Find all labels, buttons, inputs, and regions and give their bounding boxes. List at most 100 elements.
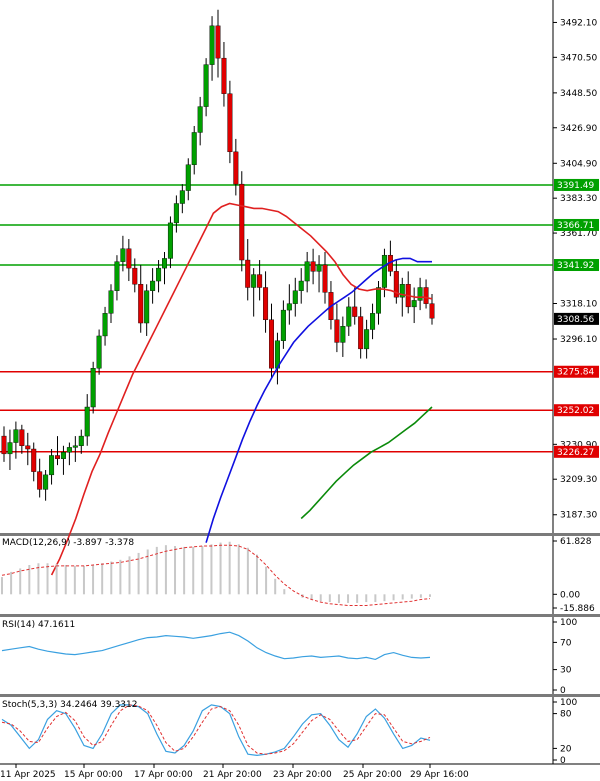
- time-tick-label: 21 Apr 20:00: [203, 770, 262, 780]
- time-tick-label: 25 Apr 20:00: [343, 770, 402, 780]
- price-tick-label: 3209.30: [560, 475, 597, 485]
- candle-body: [257, 274, 263, 288]
- ma-fast-line: [50, 202, 433, 576]
- stoch-tick-label: 20: [560, 744, 572, 754]
- candle-body: [322, 264, 328, 293]
- level-label-box: [554, 365, 599, 378]
- time-tick-label: 11 Apr 2025: [0, 770, 56, 780]
- candle-body: [429, 303, 435, 319]
- candle-body: [227, 93, 233, 153]
- candle-body: [376, 287, 382, 314]
- price-tick-label: 3492.10: [560, 18, 597, 28]
- level-label-box: [554, 259, 599, 272]
- candle-body: [150, 280, 156, 291]
- candle-body: [209, 25, 215, 65]
- stoch-panel[interactable]: 100 80 20 0: [1, 698, 577, 766]
- candle-body: [423, 287, 429, 304]
- candle-body: [90, 368, 96, 408]
- stoch-tick-label: 80: [560, 710, 572, 720]
- rsi-panel[interactable]: 100 70 30 0: [1, 618, 577, 696]
- candle-body: [251, 274, 257, 288]
- rsi-tick-label: 100: [560, 618, 577, 628]
- stoch-k-line: [1, 704, 431, 757]
- candle-body: [120, 248, 126, 262]
- chart-frames: [0, 0, 600, 765]
- candle-body: [203, 64, 209, 107]
- stoch-d-line: [1, 704, 431, 755]
- candle-body: [66, 447, 72, 453]
- candle-body: [269, 319, 275, 369]
- rsi-tick-label: 70: [560, 638, 572, 648]
- candle-body: [381, 254, 387, 288]
- level-label-box: [554, 404, 599, 417]
- level-label-box: [554, 445, 599, 458]
- candle-body: [102, 313, 108, 337]
- stoch-tick-label: 0: [560, 756, 566, 766]
- candle-body: [298, 280, 304, 291]
- candle-body: [13, 429, 19, 443]
- candle-body: [1, 435, 7, 455]
- price-tick-label: 3404.90: [560, 159, 597, 169]
- candle-body: [49, 455, 55, 476]
- candle-body: [352, 306, 358, 317]
- candle-body: [179, 190, 185, 204]
- candle-body: [233, 151, 239, 185]
- ma-slow-line: [300, 406, 433, 520]
- rsi-title: RSI(14) 47.1611: [2, 620, 75, 630]
- time-tick-label: 29 Apr 16:00: [410, 770, 469, 780]
- candle-body: [37, 471, 43, 490]
- stoch-title: Stoch(5,3,3) 34.2464 39.3312: [2, 700, 137, 710]
- candle-body: [292, 290, 298, 304]
- candle-body: [78, 435, 84, 446]
- price-tick-label: 3296.10: [560, 335, 597, 345]
- candle-body: [138, 284, 144, 324]
- candle-body: [84, 406, 90, 437]
- candle-body: [167, 222, 173, 259]
- time-tick-label: 17 Apr 00:00: [134, 770, 193, 780]
- candle-body: [310, 261, 316, 272]
- candle-body: [7, 442, 13, 455]
- level-label: 3341.92: [557, 261, 594, 271]
- candle-body: [108, 290, 114, 314]
- panel-separator: [0, 694, 600, 697]
- level-label: 3275.84: [557, 368, 594, 378]
- time-tick-label: 23 Apr 20:00: [273, 770, 332, 780]
- candle-body: [43, 474, 49, 490]
- price-tick-label: 3318.10: [560, 299, 597, 309]
- candle-body: [370, 313, 376, 330]
- candle-body: [161, 258, 167, 269]
- candle-body: [173, 203, 179, 224]
- stoch-tick-label: 100: [560, 698, 577, 708]
- candle-body: [399, 284, 405, 298]
- level-label: 3366.71: [557, 221, 594, 231]
- level-label-box: [554, 178, 599, 191]
- candle-body: [144, 290, 150, 324]
- price-panel[interactable]: 3492.10 3470.50 3448.50 3426.90 3404.90 3383.…: [0, 9, 599, 576]
- level-label: 3252.02: [557, 406, 594, 416]
- candle-body: [263, 287, 269, 321]
- macd-signal-line: [1, 544, 431, 606]
- candle-body: [185, 164, 191, 191]
- candle-body: [417, 287, 423, 301]
- candle-body: [239, 183, 245, 261]
- candle-body: [221, 57, 227, 94]
- candle-body: [346, 306, 352, 327]
- candle-body: [340, 326, 346, 343]
- price-tick-label: 3448.50: [560, 89, 597, 99]
- candle-body: [358, 316, 364, 350]
- candle-body: [132, 267, 138, 285]
- rsi-line: [1, 631, 431, 661]
- candle-body: [126, 248, 132, 269]
- price-tick-label: 3187.30: [560, 511, 597, 521]
- candle-body: [55, 455, 61, 459]
- ma-mid-line: [205, 257, 432, 543]
- macd-panel[interactable]: 61.828 0.00 -15.886: [1, 537, 595, 614]
- candle-body: [215, 25, 221, 59]
- candle-body: [31, 448, 37, 472]
- candle-body: [60, 452, 66, 459]
- candle-body: [114, 261, 120, 291]
- candle-body: [197, 106, 203, 133]
- rsi-tick-label: 0: [560, 686, 566, 696]
- candle-body: [72, 445, 78, 448]
- candle-body: [25, 445, 31, 450]
